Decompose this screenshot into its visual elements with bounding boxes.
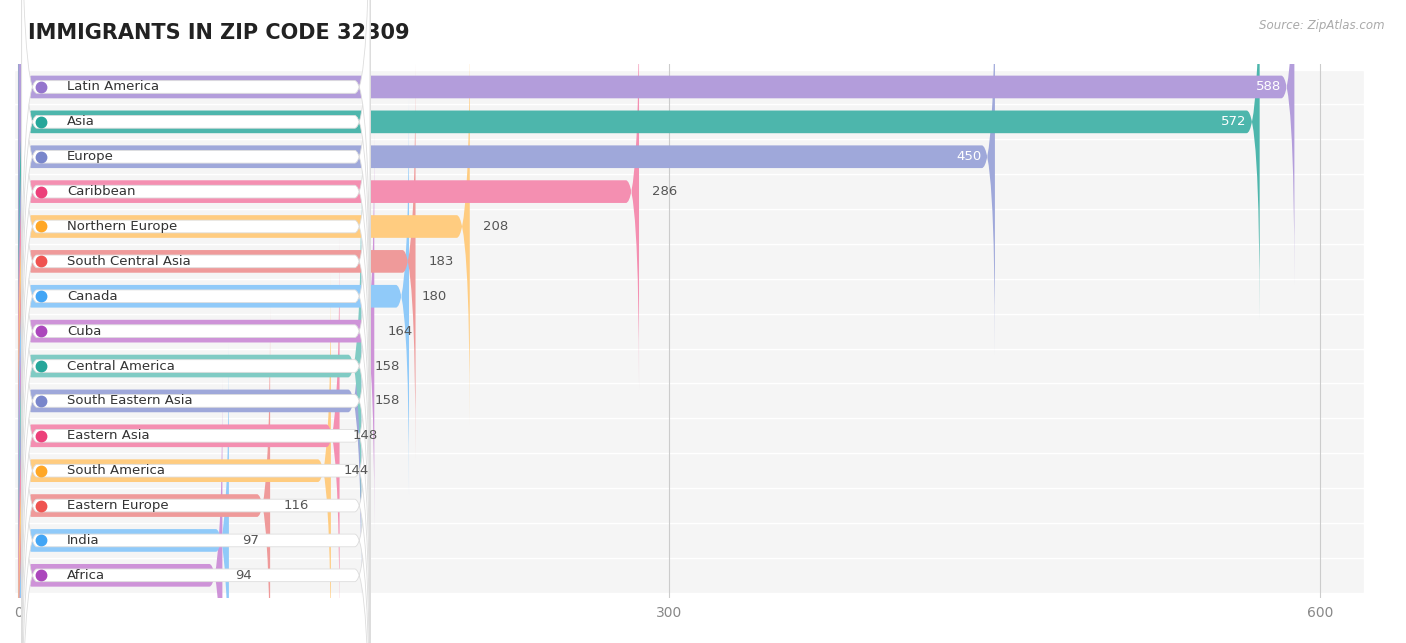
Text: Central America: Central America [67,359,176,372]
Text: 164: 164 [387,325,412,338]
Text: 450: 450 [956,150,981,163]
Bar [14,558,1364,593]
Bar [14,174,1364,209]
Text: 97: 97 [242,534,259,547]
FancyBboxPatch shape [21,198,370,643]
FancyBboxPatch shape [18,133,374,529]
Text: South Central Asia: South Central Asia [67,255,191,268]
FancyBboxPatch shape [18,0,640,390]
FancyBboxPatch shape [21,303,370,643]
Bar [14,453,1364,488]
FancyBboxPatch shape [18,64,416,459]
Text: Europe: Europe [67,150,114,163]
Text: South Eastern Asia: South Eastern Asia [67,394,193,408]
Bar [14,523,1364,558]
FancyBboxPatch shape [18,0,995,355]
Text: Eastern Asia: Eastern Asia [67,430,150,442]
FancyBboxPatch shape [18,28,470,424]
Text: Northern Europe: Northern Europe [67,220,177,233]
FancyBboxPatch shape [21,163,370,638]
Text: 116: 116 [283,499,308,512]
Text: 588: 588 [1256,80,1281,93]
Text: 144: 144 [344,464,370,477]
Bar [14,140,1364,174]
FancyBboxPatch shape [21,0,370,464]
FancyBboxPatch shape [18,273,330,643]
FancyBboxPatch shape [18,98,409,494]
FancyBboxPatch shape [21,0,370,359]
Bar [14,279,1364,314]
FancyBboxPatch shape [21,24,370,499]
FancyBboxPatch shape [21,0,370,395]
Bar [14,209,1364,244]
Text: India: India [67,534,100,547]
Text: Africa: Africa [67,569,105,582]
Text: Cuba: Cuba [67,325,101,338]
Bar [14,104,1364,140]
Bar [14,314,1364,349]
FancyBboxPatch shape [18,0,1295,285]
FancyBboxPatch shape [21,93,370,569]
FancyBboxPatch shape [18,343,229,643]
FancyBboxPatch shape [21,128,370,604]
FancyBboxPatch shape [21,267,370,643]
Bar [14,383,1364,419]
Text: 148: 148 [353,430,378,442]
Text: Caribbean: Caribbean [67,185,136,198]
Text: Canada: Canada [67,290,118,303]
Bar [14,69,1364,104]
Text: South America: South America [67,464,166,477]
Text: Asia: Asia [67,115,96,129]
Text: Latin America: Latin America [67,80,159,93]
Text: 208: 208 [482,220,508,233]
Text: 158: 158 [374,359,399,372]
Text: 286: 286 [652,185,678,198]
FancyBboxPatch shape [21,338,370,643]
Bar [14,349,1364,383]
FancyBboxPatch shape [21,59,370,534]
Bar [14,488,1364,523]
Bar [14,419,1364,453]
Text: Eastern Europe: Eastern Europe [67,499,169,512]
Bar [14,244,1364,279]
Text: Source: ZipAtlas.com: Source: ZipAtlas.com [1260,19,1385,32]
FancyBboxPatch shape [18,168,361,564]
Text: 180: 180 [422,290,447,303]
Text: 572: 572 [1222,115,1247,129]
Text: 158: 158 [374,394,399,408]
FancyBboxPatch shape [18,307,270,643]
FancyBboxPatch shape [18,203,361,599]
FancyBboxPatch shape [21,0,370,430]
FancyBboxPatch shape [21,233,370,643]
FancyBboxPatch shape [18,377,222,643]
Text: 183: 183 [429,255,454,268]
Text: 94: 94 [235,569,252,582]
FancyBboxPatch shape [18,238,340,634]
Text: IMMIGRANTS IN ZIP CODE 32309: IMMIGRANTS IN ZIP CODE 32309 [28,23,409,43]
FancyBboxPatch shape [18,0,1260,320]
FancyBboxPatch shape [21,0,370,325]
